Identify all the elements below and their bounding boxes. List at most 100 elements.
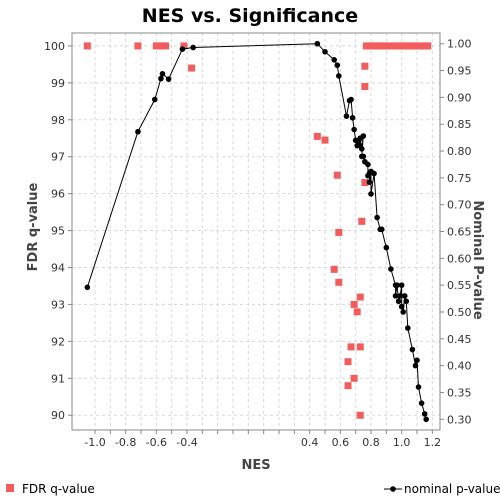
nominal-point <box>398 282 405 288</box>
fdr-point <box>361 83 369 91</box>
fdr-point <box>330 265 338 273</box>
nominal-point <box>336 73 342 79</box>
nominal-point <box>374 214 380 221</box>
nominal-point <box>190 44 196 51</box>
legend: FDR q-value nominal p-value <box>6 482 500 496</box>
nominal-point <box>403 298 410 305</box>
y-left-tick-label: 90 <box>51 409 65 422</box>
nominal-point <box>418 400 425 406</box>
nominal-line <box>86 43 427 420</box>
y-right-tick-label: 0.80 <box>447 145 472 158</box>
fdr-point <box>387 42 395 50</box>
nominal-point <box>378 226 385 233</box>
nominal-point <box>388 266 394 272</box>
fdr-point <box>180 42 188 50</box>
y-left-tick-label: 93 <box>51 298 65 311</box>
x-tick-label: 1.2 <box>424 436 442 449</box>
y-left-tick-label: 91 <box>51 372 65 385</box>
y-left-tick-label: 92 <box>51 335 65 348</box>
y-left-axis-ticks: 90 91 92 93 94 95 96 97 98 99 100 <box>44 40 72 422</box>
legend-nominal-dot <box>390 486 396 492</box>
y-right-tick-label: 0.40 <box>447 360 472 373</box>
nominal-point <box>366 179 373 185</box>
y-left-tick-label: 94 <box>51 262 65 275</box>
y-left-tick-label: 99 <box>51 77 65 90</box>
fdr-point <box>313 132 321 140</box>
fdr-point <box>358 217 366 225</box>
x-tick-label: -0.4 <box>176 436 197 449</box>
nominal-point <box>331 57 338 63</box>
chart-title: NES vs. Significance <box>142 5 358 27</box>
fdr-point <box>344 358 352 366</box>
nominal-point <box>349 114 356 121</box>
fdr-point <box>333 171 341 179</box>
nominal-point <box>159 70 166 77</box>
y-right-tick-label: 0.95 <box>447 65 472 78</box>
x-tick-label: 1.0 <box>393 436 411 449</box>
nominal-point <box>368 191 374 197</box>
fdr-point <box>353 308 361 316</box>
series-fdr-q-value <box>83 42 432 419</box>
y-right-tick-label: 0.65 <box>447 226 472 239</box>
x-tick-label: -0.8 <box>115 436 136 449</box>
nominal-point <box>400 309 407 315</box>
y-right-tick-label: 0.50 <box>447 306 472 319</box>
fdr-point <box>321 136 329 144</box>
legend-fdr-label: FDR q-value <box>22 482 95 496</box>
fdr-point <box>335 228 343 236</box>
y-right-tick-label: 0.35 <box>447 386 472 399</box>
fdr-point <box>83 42 91 50</box>
x-axis-ticks: -1.0 -0.8 -0.6 -0.4 0.4 0.6 0.8 1.0 1.2 <box>84 430 441 449</box>
nominal-point <box>409 346 416 353</box>
nominal-point <box>84 284 91 291</box>
fdr-point <box>162 42 170 50</box>
y-right-tick-label: 0.85 <box>447 118 472 131</box>
y-left-tick-label: 97 <box>51 151 65 164</box>
fdr-point <box>356 293 364 301</box>
nominal-point <box>135 128 141 135</box>
y-right-axis-ticks: 0.30 0.35 0.40 0.45 0.50 0.55 0.60 0.65 0.70 0.75… <box>440 38 472 426</box>
legend-fdr-swatch <box>6 484 14 492</box>
x-tick-label: 0.6 <box>332 436 350 449</box>
nominal-point <box>158 75 164 82</box>
fdr-point <box>344 382 352 390</box>
fdr-point <box>356 411 364 419</box>
nominal-point <box>415 384 422 390</box>
fdr-point <box>382 42 390 50</box>
nominal-point <box>423 416 430 423</box>
nominal-point <box>412 362 419 369</box>
legend-nominal-label: nominal p-value <box>404 482 500 496</box>
nominal-point <box>343 113 350 119</box>
nominal-point <box>360 133 367 139</box>
y-right-tick-label: 0.55 <box>447 279 472 292</box>
nominal-point <box>398 303 405 310</box>
nominal-point <box>397 293 403 299</box>
y-right-tick-label: 0.75 <box>447 172 472 185</box>
nominal-point <box>322 48 328 55</box>
y-right-tick-label: 0.90 <box>447 91 472 104</box>
fdr-point <box>350 300 358 308</box>
nominal-point <box>334 62 341 68</box>
nominal-point <box>165 76 172 82</box>
y-left-tick-label: 100 <box>44 40 65 53</box>
x-tick-label: -0.6 <box>146 436 167 449</box>
y-right-tick-label: 0.70 <box>447 199 472 212</box>
nominal-point <box>405 325 411 331</box>
fdr-point <box>356 343 364 351</box>
y-right-axis-label: Nominal P-value <box>470 200 485 319</box>
series-nominal-p-value <box>84 40 430 423</box>
nominal-point <box>401 293 408 299</box>
nominal-point <box>360 153 367 160</box>
fdr-point <box>134 42 142 50</box>
grid-lines <box>72 33 440 430</box>
y-left-tick-label: 98 <box>51 114 65 127</box>
fdr-point <box>361 62 369 70</box>
nominal-point <box>395 298 402 305</box>
y-right-tick-label: 1.00 <box>447 38 472 51</box>
nominal-point <box>414 357 420 364</box>
y-right-tick-label: 0.45 <box>447 333 472 346</box>
fdr-point <box>350 374 358 382</box>
y-right-tick-label: 0.60 <box>447 252 472 265</box>
fdr-point <box>361 179 369 187</box>
